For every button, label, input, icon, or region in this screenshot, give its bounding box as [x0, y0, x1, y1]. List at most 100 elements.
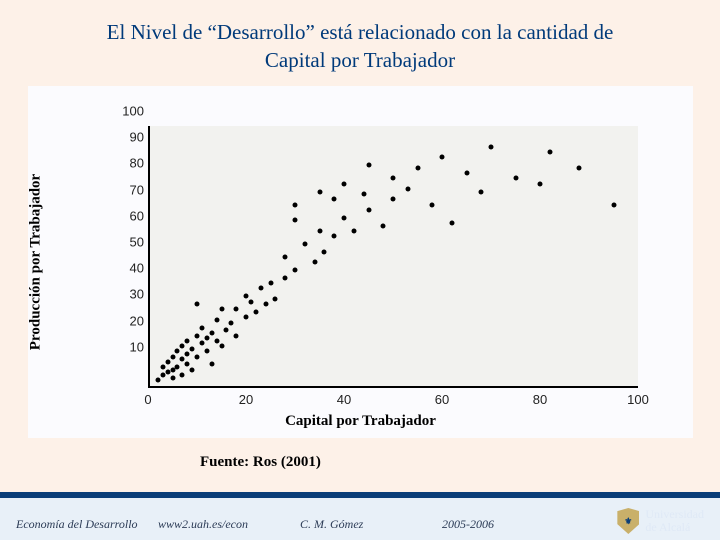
data-point: [440, 155, 445, 160]
data-point: [219, 307, 224, 312]
y-tick-label: 40: [118, 261, 148, 276]
data-point: [332, 234, 337, 239]
data-point: [577, 165, 582, 170]
data-point: [513, 176, 518, 181]
y-tick-label: 10: [118, 339, 148, 354]
data-point: [391, 197, 396, 202]
data-point: [611, 202, 616, 207]
data-point: [342, 215, 347, 220]
data-point: [366, 207, 371, 212]
data-point: [366, 163, 371, 168]
footer-url: www2.uah.es/econ: [158, 517, 300, 532]
data-point: [209, 362, 214, 367]
data-point: [234, 333, 239, 338]
data-point: [415, 165, 420, 170]
y-axis-line: [148, 126, 150, 388]
data-point: [361, 192, 366, 197]
data-point: [224, 328, 229, 333]
data-point: [283, 255, 288, 260]
slide-title: El Nivel de “Desarrollo” está relacionad…: [0, 0, 720, 83]
data-point: [268, 281, 273, 286]
data-point: [185, 362, 190, 367]
data-point: [244, 315, 249, 320]
data-point: [195, 333, 200, 338]
x-tick-label: 100: [627, 388, 649, 407]
data-point: [204, 336, 209, 341]
data-point: [293, 268, 298, 273]
x-tick-label: 20: [239, 388, 253, 407]
data-point: [312, 260, 317, 265]
data-point: [244, 294, 249, 299]
title-line-2: Capital por Trabajador: [265, 48, 455, 72]
data-point: [293, 202, 298, 207]
data-point: [351, 228, 356, 233]
data-point: [234, 307, 239, 312]
x-tick-label: 80: [533, 388, 547, 407]
data-point: [204, 349, 209, 354]
x-tick-label: 60: [435, 388, 449, 407]
data-point: [322, 249, 327, 254]
chart-panel: Producción por Trabajador 10203040506070…: [28, 86, 693, 438]
title-line-1: El Nivel de “Desarrollo” está relacionad…: [107, 20, 614, 44]
data-point: [317, 189, 322, 194]
data-point: [180, 372, 185, 377]
data-point: [538, 181, 543, 186]
data-point: [180, 344, 185, 349]
footer-bar: Economía del Desarrollo www2.uah.es/econ…: [0, 492, 720, 540]
university-logo: ⚜ Universidad de Alcalá: [584, 508, 704, 534]
x-axis-line: [148, 386, 638, 388]
x-tick-label: 40: [337, 388, 351, 407]
y-tick-label: 60: [118, 208, 148, 223]
data-point: [180, 357, 185, 362]
data-point: [175, 365, 180, 370]
data-point: [253, 310, 258, 315]
x-tick-label: 0: [144, 388, 151, 407]
data-point: [489, 144, 494, 149]
data-point: [283, 275, 288, 280]
data-point: [160, 365, 165, 370]
y-tick-label: 50: [118, 235, 148, 250]
data-point: [199, 341, 204, 346]
y-tick-label: 90: [118, 130, 148, 145]
data-point: [293, 218, 298, 223]
data-point: [214, 317, 219, 322]
footer-author: C. M. Gómez: [300, 517, 442, 532]
scatter-plot: 102030405060708090100020406080100: [148, 126, 638, 388]
data-point: [464, 171, 469, 176]
x-axis-label: Capital por Trabajador: [28, 413, 693, 430]
data-point: [430, 202, 435, 207]
data-point: [391, 176, 396, 181]
data-point: [199, 325, 204, 330]
data-point: [332, 197, 337, 202]
data-point: [405, 186, 410, 191]
data-point: [195, 354, 200, 359]
data-point: [263, 302, 268, 307]
data-point: [229, 320, 234, 325]
data-point: [479, 189, 484, 194]
university-name: Universidad de Alcalá: [645, 508, 704, 533]
data-point: [195, 302, 200, 307]
data-point: [381, 223, 386, 228]
shield-icon: ⚜: [617, 508, 639, 534]
y-tick-label: 20: [118, 313, 148, 328]
data-point: [209, 330, 214, 335]
source-citation: Fuente: Ros (2001): [200, 454, 321, 471]
data-point: [547, 150, 552, 155]
data-point: [342, 181, 347, 186]
data-point: [170, 354, 175, 359]
data-point: [248, 299, 253, 304]
data-point: [214, 338, 219, 343]
data-point: [317, 228, 322, 233]
footer-course: Economía del Desarrollo: [16, 517, 158, 532]
data-point: [185, 351, 190, 356]
y-axis-label: Producción por Trabajador: [28, 174, 45, 350]
data-point: [190, 346, 195, 351]
data-point: [170, 375, 175, 380]
data-point: [258, 286, 263, 291]
y-tick-label: 70: [118, 182, 148, 197]
data-point: [190, 367, 195, 372]
data-point: [155, 378, 160, 383]
footer-year: 2005-2006: [442, 517, 584, 532]
data-point: [219, 344, 224, 349]
data-point: [449, 220, 454, 225]
